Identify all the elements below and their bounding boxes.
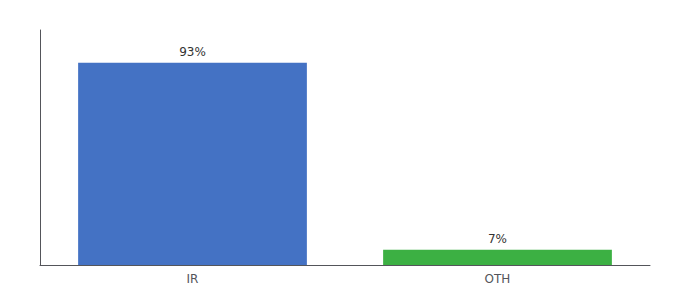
svg-text:7%: 7% (488, 232, 507, 246)
svg-text:OTH: OTH (485, 272, 511, 286)
svg-text:IR: IR (187, 272, 199, 286)
svg-text:93%: 93% (179, 45, 206, 59)
